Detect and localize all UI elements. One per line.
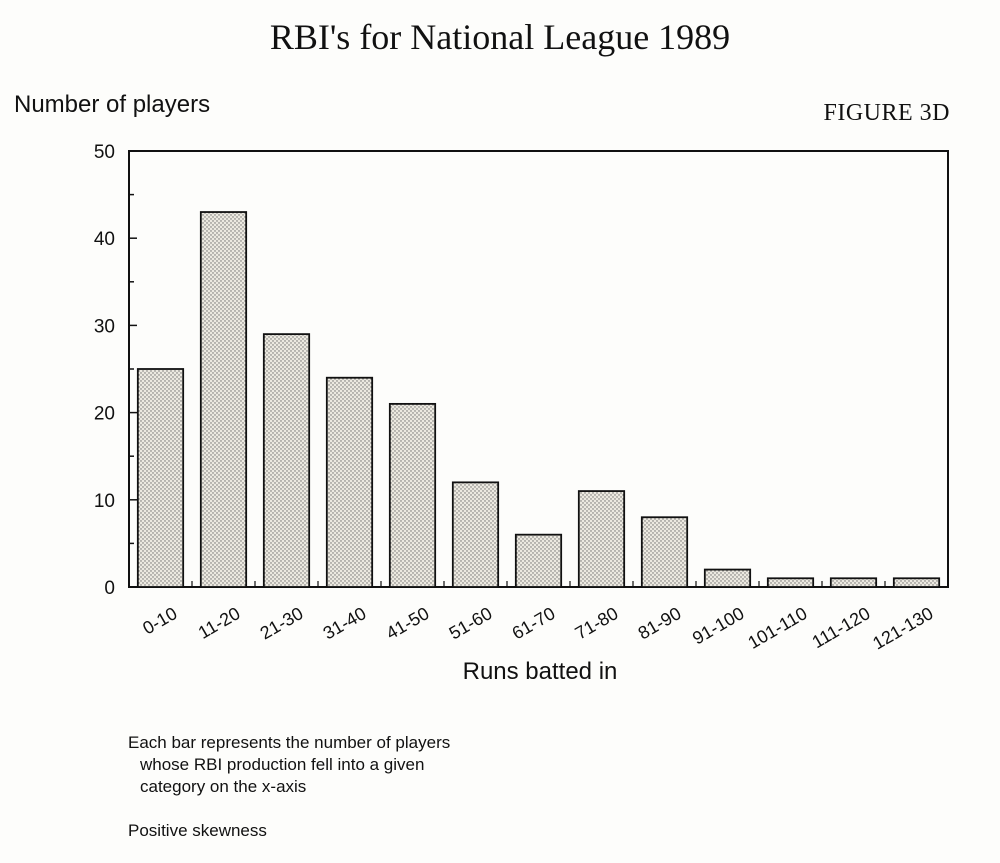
bar-51-60 [451, 481, 500, 588]
y-tick-label: 30 [94, 316, 115, 337]
caption-line: Each bar represents the number of player… [128, 733, 451, 752]
x-tick-label: 101-110 [744, 603, 810, 653]
x-tick-label: 81-90 [635, 603, 685, 643]
x-tick-label: 71-80 [572, 603, 622, 643]
x-tick-label: 91-100 [689, 603, 748, 648]
skewness-note: Positive skewness [128, 821, 267, 840]
bar-61-70 [514, 533, 563, 588]
bar-0-10 [136, 368, 185, 588]
x-tick-label: 41-50 [383, 603, 433, 643]
x-tick-label: 11-20 [195, 603, 244, 643]
y-axis-label: Number of players [14, 91, 210, 118]
caption-line: whose RBI production fell into a given [140, 755, 425, 774]
y-tick-label: 0 [104, 578, 115, 599]
plot-frame [128, 150, 949, 588]
bar-81-90 [640, 516, 689, 588]
bar-31-40 [325, 376, 374, 588]
bar-71-80 [577, 490, 626, 588]
x-tick-label: 111-120 [809, 603, 874, 652]
x-tick-label: 21-30 [257, 603, 307, 643]
x-tick-label: 121-130 [869, 603, 936, 653]
bar-91-100 [703, 568, 752, 588]
bar-11-20 [199, 211, 248, 588]
bar-121-130 [892, 577, 941, 588]
bar-41-50 [388, 402, 437, 588]
x-tick-label: 31-40 [320, 603, 370, 643]
bar-111-120 [829, 577, 878, 588]
y-tick-label: 20 [94, 404, 115, 425]
bar-21-30 [262, 333, 311, 588]
caption-line: category on the x-axis [140, 777, 307, 796]
y-tick-label: 10 [94, 491, 115, 512]
chart-title: RBI's for National League 1989 [269, 17, 731, 57]
x-tick-label: 61-70 [509, 603, 559, 643]
x-tick-label: 51-60 [446, 603, 496, 643]
bar-101-110 [766, 577, 815, 588]
x-axis-label: Runs batted in [463, 658, 618, 685]
figure-label: FIGURE 3D [823, 100, 950, 126]
y-tick-label: 50 [94, 142, 115, 163]
x-tick-label: 0-10 [139, 603, 180, 638]
y-tick-label: 40 [94, 229, 115, 250]
